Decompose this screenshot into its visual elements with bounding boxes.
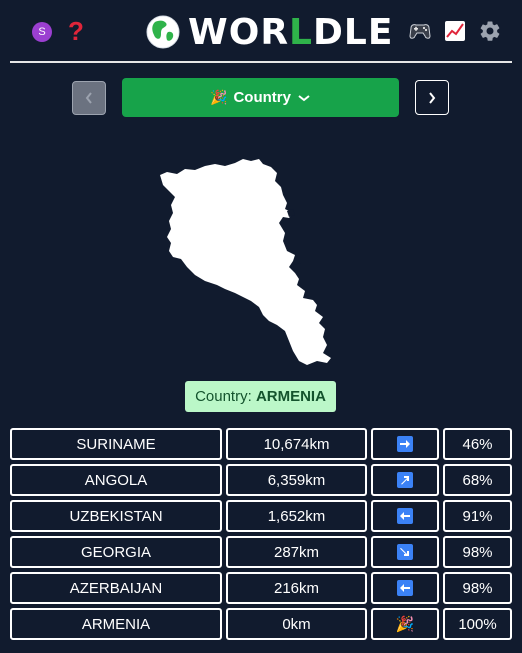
arrow-east-icon	[397, 436, 413, 452]
arrow-northeast-icon	[397, 472, 413, 488]
chevron-right-icon	[427, 91, 437, 105]
guess-distance: 216km	[226, 572, 367, 604]
logo-part-1: WOR	[188, 12, 289, 53]
guess-row: GEORGIA 287km 98%	[10, 536, 512, 568]
guess-proximity: 91%	[443, 500, 512, 532]
logo-part-2: L	[289, 12, 313, 53]
answer-name: ARMENIA	[256, 388, 326, 405]
guess-list: SURINAME 10,674km 46% ANGOLA 6,359km 68%…	[10, 428, 512, 644]
guess-distance: 1,652km	[226, 500, 367, 532]
guess-country: AZERBAIJAN	[10, 572, 222, 604]
arrow-west-icon	[397, 580, 413, 596]
guess-proximity: 100%	[443, 608, 512, 640]
guess-row: SURINAME 10,674km 46%	[10, 428, 512, 460]
country-shape	[155, 155, 365, 370]
previous-button[interactable]	[72, 81, 106, 115]
party-popper-icon: 🎉	[396, 615, 415, 633]
guess-direction	[371, 536, 439, 568]
party-popper-icon: 🎉	[210, 89, 227, 106]
arrow-west-icon	[397, 508, 413, 524]
guess-direction	[371, 428, 439, 460]
guess-country: UZBEKISTAN	[10, 500, 222, 532]
guess-country: ARMENIA	[10, 608, 222, 640]
chevron-left-icon	[84, 91, 94, 105]
stats-icon[interactable]	[444, 20, 466, 42]
globe-icon	[146, 15, 180, 49]
guess-direction	[371, 500, 439, 532]
guess-proximity: 98%	[443, 536, 512, 568]
gear-icon[interactable]	[478, 19, 502, 43]
next-button[interactable]	[415, 80, 449, 115]
logo: WORLDLE	[146, 10, 393, 54]
guess-direction	[371, 572, 439, 604]
answer-prefix: Country:	[195, 388, 252, 405]
guess-country: SURINAME	[10, 428, 222, 460]
guess-distance: 287km	[226, 536, 367, 568]
guess-distance: 10,674km	[226, 428, 367, 460]
guess-direction	[371, 464, 439, 496]
avatar[interactable]: S	[32, 22, 52, 42]
header: S ? WORLDLE	[10, 0, 512, 63]
logo-text: WORLDLE	[188, 12, 393, 53]
guess-row: UZBEKISTAN 1,652km 91%	[10, 500, 512, 532]
country-select[interactable]: 🎉 Country	[122, 78, 399, 117]
games-icon[interactable]	[408, 20, 432, 42]
guess-country: GEORGIA	[10, 536, 222, 568]
answer-badge: Country: ARMENIA	[185, 381, 336, 412]
guess-distance: 0km	[226, 608, 367, 640]
country-select-label: Country	[233, 89, 291, 106]
logo-part-3: DLE	[313, 12, 393, 53]
guess-row: ARMENIA 0km 🎉 100%	[10, 608, 512, 640]
guess-distance: 6,359km	[226, 464, 367, 496]
guess-proximity: 98%	[443, 572, 512, 604]
guess-proximity: 68%	[443, 464, 512, 496]
guess-row: ANGOLA 6,359km 68%	[10, 464, 512, 496]
guess-row: AZERBAIJAN 216km 98%	[10, 572, 512, 604]
guess-direction: 🎉	[371, 608, 439, 640]
guess-proximity: 46%	[443, 428, 512, 460]
arrow-southeast-icon	[397, 544, 413, 560]
chevron-down-icon	[297, 93, 311, 103]
help-icon[interactable]: ?	[66, 16, 86, 46]
guess-country: ANGOLA	[10, 464, 222, 496]
